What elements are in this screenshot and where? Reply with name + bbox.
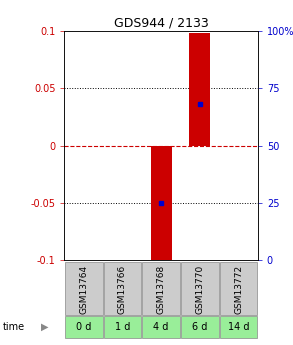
Text: 0 d: 0 d <box>76 322 91 332</box>
Text: 4 d: 4 d <box>154 322 169 332</box>
Text: GSM13764: GSM13764 <box>79 265 88 314</box>
Title: GDS944 / 2133: GDS944 / 2133 <box>114 17 209 30</box>
Text: ▶: ▶ <box>41 322 49 332</box>
Text: 6 d: 6 d <box>192 322 207 332</box>
Text: 1 d: 1 d <box>115 322 130 332</box>
Bar <box>189 33 210 146</box>
Text: GSM13768: GSM13768 <box>157 265 166 314</box>
Bar <box>151 146 172 260</box>
Text: 14 d: 14 d <box>228 322 249 332</box>
Text: GSM13772: GSM13772 <box>234 265 243 314</box>
Text: GSM13766: GSM13766 <box>118 265 127 314</box>
Text: time: time <box>3 322 25 332</box>
Text: GSM13770: GSM13770 <box>195 265 204 314</box>
